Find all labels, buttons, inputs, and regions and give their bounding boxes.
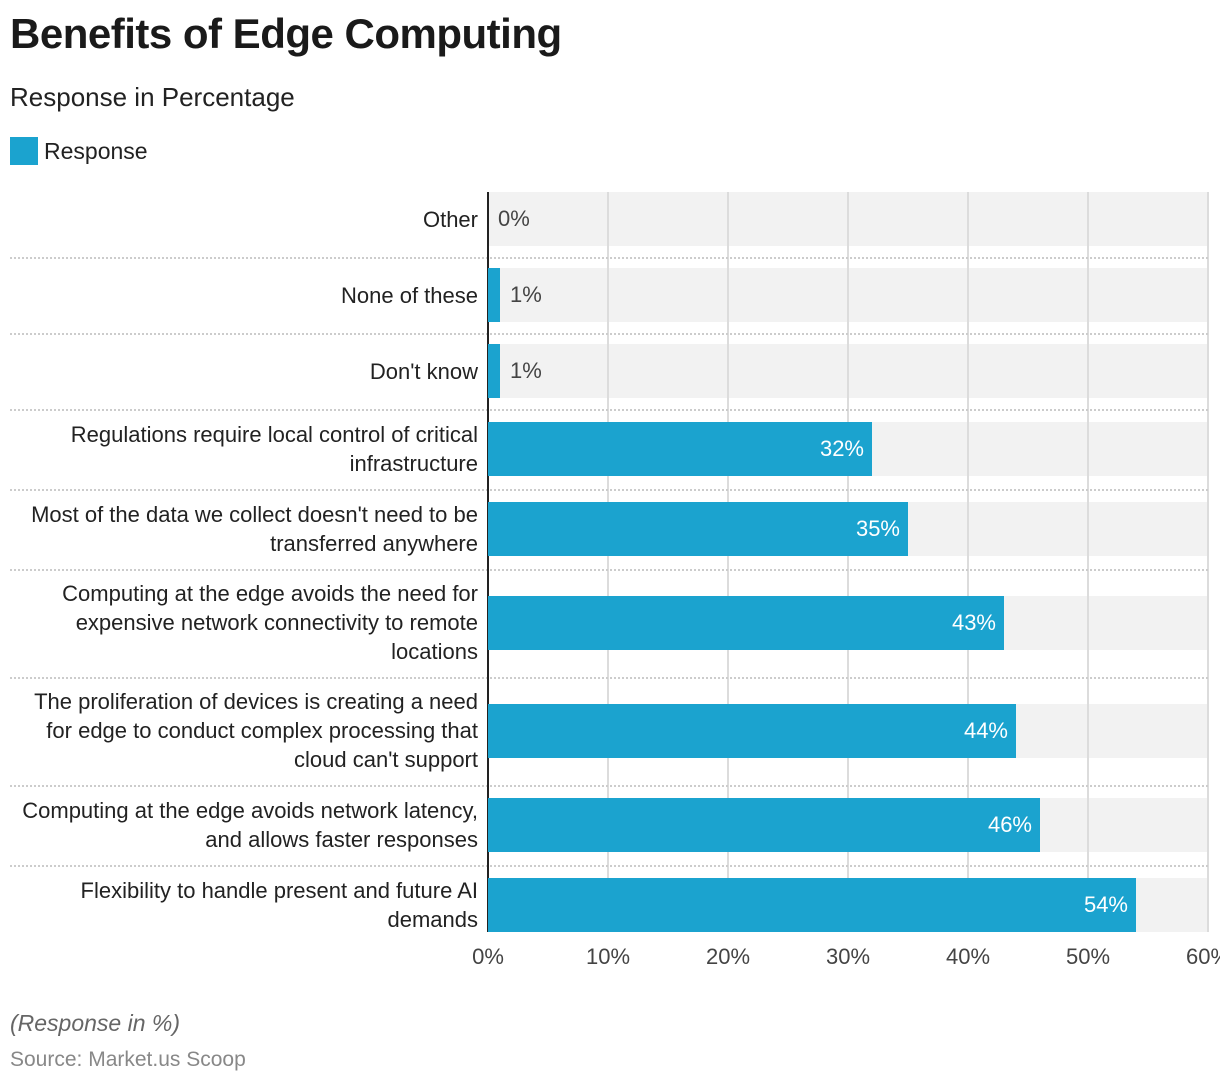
- data-label: 32%: [819, 436, 864, 461]
- data-label: 0%: [498, 206, 530, 231]
- category-label: Computing at the edge avoids the need fo…: [8, 578, 478, 666]
- bar: [488, 596, 1004, 650]
- category-label: None of these: [8, 268, 478, 322]
- category-label-text: Flexibility to handle present and future…: [80, 878, 478, 932]
- x-tick-label: 50%: [1065, 944, 1111, 969]
- data-label: 1%: [510, 358, 542, 383]
- bar: [488, 704, 1016, 758]
- x-tick-label: 0%: [472, 944, 504, 969]
- row-separator: [10, 865, 1208, 867]
- category-label: Flexibility to handle present and future…: [8, 874, 478, 936]
- category-label-text: Computing at the edge avoids network lat…: [22, 798, 478, 852]
- category-label-text: The proliferation of devices is creating…: [34, 688, 478, 772]
- gridline: [847, 192, 849, 932]
- bar: [488, 268, 500, 322]
- data-label: 35%: [855, 516, 900, 541]
- bar: [488, 422, 872, 476]
- category-label: The proliferation of devices is creating…: [8, 686, 478, 774]
- data-label: 54%: [1083, 892, 1128, 917]
- x-tick-label: 30%: [825, 944, 871, 969]
- source-text: Source: Market.us Scoop: [10, 1048, 246, 1071]
- category-label-text: Most of the data we collect doesn't need…: [31, 502, 478, 556]
- chart-subtitle: Response in Percentage: [10, 82, 295, 112]
- chart-title: Benefits of Edge Computing: [10, 10, 562, 57]
- category-label-text: Computing at the edge avoids the need fo…: [62, 580, 478, 664]
- legend-label: Response: [44, 137, 148, 164]
- category-label-text: Other: [422, 206, 478, 232]
- bar: [488, 798, 1040, 852]
- x-tick-label: 10%: [585, 944, 631, 969]
- data-label: 44%: [963, 718, 1008, 743]
- row-separator: [10, 333, 1208, 335]
- gridline: [1207, 192, 1209, 932]
- x-tick-label: 60%: [1185, 944, 1220, 969]
- category-label: Regulations require local control of cri…: [8, 418, 478, 480]
- x-tick-label: 40%: [945, 944, 991, 969]
- gridline: [607, 192, 609, 932]
- gridline: [1087, 192, 1089, 932]
- y-axis-line: [487, 192, 489, 932]
- gridline: [727, 192, 729, 932]
- bar: [488, 502, 908, 556]
- category-label-text: Don't know: [369, 358, 478, 384]
- bar: [488, 878, 1136, 932]
- gridline: [967, 192, 969, 932]
- category-label-text: Regulations require local control of cri…: [70, 422, 478, 476]
- row-separator: [10, 785, 1208, 787]
- category-label: Don't know: [8, 344, 478, 398]
- category-label-text: None of these: [341, 282, 478, 308]
- plot-area: 0% 10% 20% 30% 40% 50% 60% Other 0% None of these…: [8, 192, 1220, 969]
- row-separator: [10, 257, 1208, 259]
- category-label: Most of the data we collect doesn't need…: [8, 498, 478, 560]
- data-label: 46%: [987, 812, 1032, 837]
- chart-note: (Response in %): [10, 1010, 181, 1036]
- x-tick-label: 20%: [705, 944, 751, 969]
- data-label: 43%: [951, 610, 996, 635]
- row-separator: [10, 409, 1208, 411]
- data-label: 1%: [510, 282, 542, 307]
- row-separator: [10, 569, 1208, 571]
- bar: [488, 344, 500, 398]
- legend-swatch: [10, 137, 38, 165]
- legend: Response: [10, 137, 148, 165]
- category-label: Computing at the edge avoids network lat…: [8, 794, 478, 856]
- row-separator: [10, 677, 1208, 679]
- category-label: Other: [8, 192, 478, 246]
- row-separator: [10, 489, 1208, 491]
